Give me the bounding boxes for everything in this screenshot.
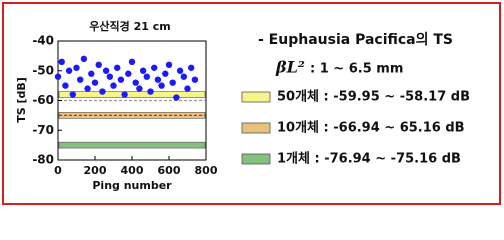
point bbox=[114, 64, 121, 71]
point bbox=[77, 76, 84, 83]
point bbox=[184, 85, 191, 92]
point bbox=[125, 70, 132, 77]
point bbox=[73, 64, 80, 71]
point bbox=[176, 67, 184, 74]
point bbox=[106, 73, 114, 80]
x-tick-label: 800 bbox=[195, 164, 218, 177]
legend-swatch bbox=[241, 122, 271, 134]
legend-label: 1개체 : -76.94 ~ -75.16 dB bbox=[277, 152, 461, 167]
band bbox=[58, 91, 206, 98]
point bbox=[99, 88, 106, 95]
x-tick-label: 0 bbox=[54, 164, 62, 177]
point bbox=[128, 58, 136, 66]
legend-label: 10개체 : -66.94 ~ 65.16 dB bbox=[277, 121, 465, 136]
figure: 우산직경 21 cm Ping number TS [dB] - Euphaus… bbox=[2, 2, 501, 205]
point bbox=[165, 61, 173, 68]
legend-swatch bbox=[241, 153, 271, 165]
y-tick-label: -60 bbox=[32, 93, 54, 107]
point bbox=[154, 76, 162, 83]
point bbox=[65, 67, 73, 74]
legend-swatch bbox=[241, 91, 271, 103]
point bbox=[136, 85, 143, 92]
point bbox=[58, 58, 65, 66]
point bbox=[110, 82, 117, 89]
point bbox=[102, 67, 110, 74]
x-tick-label: 600 bbox=[158, 164, 181, 177]
y-axis-label: TS [dB] bbox=[15, 77, 28, 123]
point bbox=[54, 73, 62, 80]
x-tick-label: 200 bbox=[84, 164, 107, 177]
symbol: βL² bbox=[275, 58, 305, 77]
point bbox=[151, 64, 158, 71]
point bbox=[169, 79, 176, 86]
point bbox=[117, 76, 125, 83]
point bbox=[91, 79, 99, 86]
size-range: : 1 ~ 6.5 mm bbox=[310, 62, 403, 77]
x-axis-label: Ping number bbox=[92, 179, 172, 192]
panel-heading: - Euphausia Pacifica의 TS bbox=[258, 31, 453, 48]
point bbox=[180, 73, 187, 80]
point bbox=[139, 67, 147, 74]
point bbox=[84, 85, 91, 92]
legend-label: 50개체 : -59.95 ~ -58.17 dB bbox=[277, 90, 470, 105]
point bbox=[143, 73, 150, 80]
y-tick-label: -40 bbox=[32, 34, 54, 48]
y-tick-label: -70 bbox=[32, 123, 54, 137]
point bbox=[191, 76, 199, 83]
chart-title: 우산직경 21 cm bbox=[89, 19, 170, 33]
y-tick-label: -50 bbox=[32, 63, 54, 77]
point bbox=[62, 82, 69, 89]
point bbox=[158, 82, 165, 89]
point bbox=[173, 94, 180, 101]
point bbox=[121, 91, 128, 98]
point bbox=[88, 70, 95, 77]
y-tick-label: -80 bbox=[32, 153, 54, 167]
x-tick-label: 400 bbox=[121, 164, 144, 177]
point bbox=[80, 55, 88, 63]
point bbox=[147, 88, 154, 95]
point bbox=[188, 64, 195, 71]
point bbox=[162, 70, 169, 77]
band bbox=[58, 141, 206, 149]
point bbox=[132, 79, 139, 86]
point bbox=[69, 91, 77, 98]
point bbox=[95, 61, 102, 68]
